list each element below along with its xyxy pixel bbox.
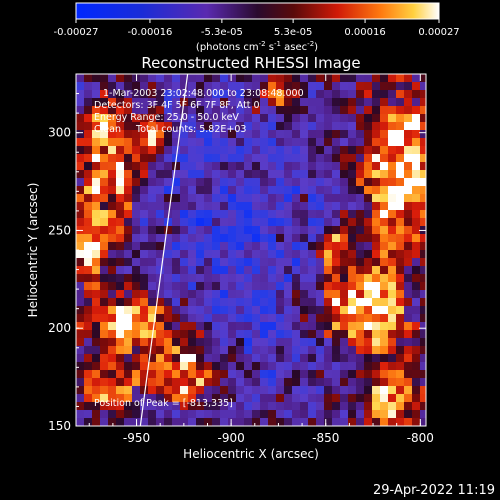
colorbar-tick-label: 0.00016 [344,27,385,38]
x-tick-label: -800 [407,431,434,445]
footer-timestamp: 29-Apr-2022 11:19 [373,483,495,498]
colorbar-unit-label: (photons cm-2 s-1 asec-2) [196,40,318,53]
colorbar: -0.00027 -0.00016 -5.3e-05 5.3e-05 0.00016 0.… [54,2,460,53]
y-tick-label: 200 [48,321,71,335]
colorbar-tick-label: 5.3e-05 [274,27,312,38]
annotation-detectors: Detectors: 3F 4F 5F 6F 7F 8F, Att 0 [94,100,260,111]
annotation-peak-position: Position of Peak = [-813,335] [94,398,233,409]
colorbar-tick-label: -0.00027 [54,27,99,38]
y-tick-label: 150 [48,419,71,433]
x-axis-label: Heliocentric X (arcsec) [183,447,319,461]
x-tick-label: -900 [218,431,245,445]
info-annotations: 1-Mar-2003 23:02:48.000 to 23:08:48.000 … [94,88,304,409]
x-tick-label: -950 [123,431,150,445]
colorbar-ticks: -0.00027 -0.00016 -5.3e-05 5.3e-05 0.00016 0.… [54,19,460,38]
heatmap-cells [76,74,426,426]
annotation-time-range: 1-Mar-2003 23:02:48.000 to 23:08:48.000 [103,88,304,99]
annotation-total-counts: Clean Total counts: 5.82E+03 [94,124,246,135]
colorbar-scale [75,2,440,20]
annotation-energy-range: Energy Range: 25.0 - 50.0 keV [94,112,239,123]
plot-area: -950 -900 -850 -800 150 200 250 300 [48,73,434,445]
chart-title: Reconstructed RHESSI Image [141,54,360,72]
axis-ticks: -950 -900 -850 -800 150 200 250 300 [48,73,434,445]
solar-limb-line [139,74,189,426]
colorbar-tick-label: -0.00016 [127,27,172,38]
y-tick-label: 250 [48,223,71,237]
y-axis-label: Heliocentric Y (arcsec) [26,183,40,318]
x-tick-label: -850 [312,431,339,445]
y-tick-label: 300 [48,126,71,140]
colorbar-tick-label: -5.3e-05 [201,27,243,38]
colorbar-tick-label: 0.00027 [418,27,459,38]
